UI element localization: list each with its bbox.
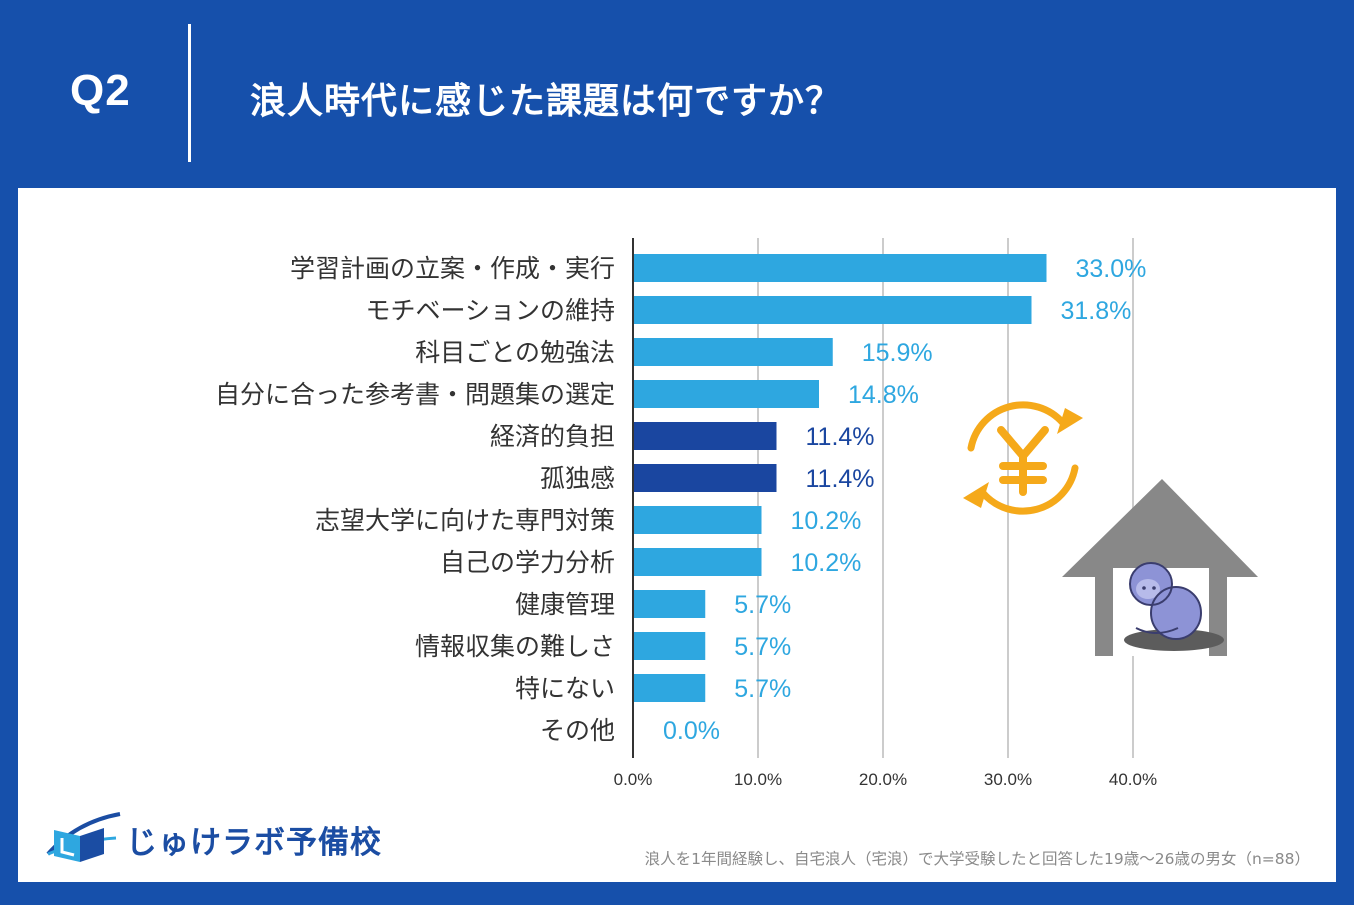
- x-tick-label: 40.0%: [1109, 770, 1157, 789]
- value-label: 0.0%: [663, 717, 720, 745]
- category-label: 学習計画の立案・作成・実行: [290, 254, 615, 283]
- header-divider: [188, 24, 191, 162]
- logo: じゅけラボ予備校: [42, 810, 382, 866]
- bar: [634, 380, 819, 408]
- category-label: 孤独感: [540, 464, 615, 493]
- category-label: 自分に合った参考書・問題集の選定: [215, 380, 615, 409]
- category-label: 情報収集の難しさ: [415, 632, 615, 661]
- category-label: 志望大学に向けた専門対策: [315, 506, 615, 535]
- bar: [634, 548, 762, 576]
- bar: [634, 422, 777, 450]
- question-number: Q2: [70, 66, 131, 115]
- value-label: 33.0%: [1076, 255, 1147, 283]
- value-label: 10.2%: [791, 549, 862, 577]
- bar: [634, 338, 833, 366]
- chart-panel: 学習計画の立案・作成・実行 33.0% モチベーションの維持 31.8% 科目ごとの勉強…: [18, 188, 1336, 882]
- value-label: 14.8%: [848, 381, 919, 409]
- bar: [634, 464, 777, 492]
- category-label: 経済的負担: [490, 422, 615, 451]
- category-label: 健康管理: [515, 590, 615, 619]
- footnote: 浪人を1年間経験し、自宅浪人（宅浪）で大学受験したと回答した19歳～26歳の男女…: [644, 850, 1310, 868]
- value-label: 31.8%: [1061, 297, 1132, 325]
- book-logo-icon: [46, 812, 121, 862]
- value-label: 11.4%: [806, 465, 875, 493]
- bar: [634, 254, 1047, 282]
- category-label: 特にない: [515, 674, 615, 703]
- bar-chart: 学習計画の立案・作成・実行 33.0% モチベーションの維持 31.8% 科目ごとの勉強…: [215, 238, 1258, 789]
- x-tick-label: 20.0%: [859, 770, 907, 789]
- x-tick-label: 30.0%: [984, 770, 1032, 789]
- category-label: その他: [540, 716, 615, 745]
- bar: [634, 674, 706, 702]
- bar: [634, 296, 1032, 324]
- bar: [634, 590, 706, 618]
- value-label: 10.2%: [791, 507, 862, 535]
- category-label: モチベーションの維持: [365, 296, 615, 325]
- value-label: 11.4%: [806, 423, 875, 451]
- bar: [634, 506, 762, 534]
- value-label: 5.7%: [734, 591, 791, 619]
- question-title: 浪人時代に感じた課題は何ですか？: [250, 81, 843, 122]
- logo-text: じゅけラボ予備校: [126, 825, 382, 861]
- value-label: 5.7%: [734, 675, 791, 703]
- x-tick-label: 10.0%: [734, 770, 782, 789]
- sad-person-icon: [1124, 562, 1224, 651]
- value-label: 15.9%: [862, 339, 933, 367]
- bar: [634, 632, 706, 660]
- value-label: 5.7%: [734, 633, 791, 661]
- header: Q2 浪人時代に感じた課題は何ですか？: [0, 0, 1354, 188]
- x-tick-label: 0.0%: [614, 770, 653, 789]
- category-label: 科目ごとの勉強法: [415, 338, 615, 367]
- category-label: 自己の学力分析: [440, 548, 615, 577]
- yen-exchange-icon: [963, 401, 1083, 515]
